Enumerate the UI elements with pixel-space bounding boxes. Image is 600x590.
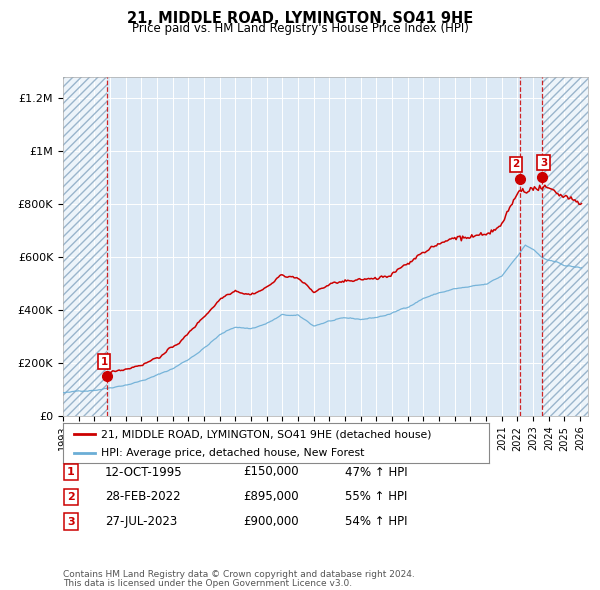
Text: £895,000: £895,000: [243, 490, 299, 503]
Text: 3: 3: [540, 158, 547, 168]
Text: 1: 1: [101, 356, 108, 366]
Text: 28-FEB-2022: 28-FEB-2022: [105, 490, 181, 503]
Text: 27-JUL-2023: 27-JUL-2023: [105, 515, 177, 528]
Text: 3: 3: [67, 517, 74, 526]
Text: 2: 2: [512, 159, 520, 169]
Text: £150,000: £150,000: [243, 466, 299, 478]
Text: £900,000: £900,000: [243, 515, 299, 528]
Text: 2: 2: [67, 492, 74, 502]
Text: 54% ↑ HPI: 54% ↑ HPI: [345, 515, 407, 528]
Text: 47% ↑ HPI: 47% ↑ HPI: [345, 466, 407, 478]
Text: HPI: Average price, detached house, New Forest: HPI: Average price, detached house, New …: [101, 448, 365, 458]
Text: 1: 1: [67, 467, 74, 477]
Text: Price paid vs. HM Land Registry's House Price Index (HPI): Price paid vs. HM Land Registry's House …: [131, 22, 469, 35]
Text: 21, MIDDLE ROAD, LYMINGTON, SO41 9HE (detached house): 21, MIDDLE ROAD, LYMINGTON, SO41 9HE (de…: [101, 430, 432, 440]
Text: Contains HM Land Registry data © Crown copyright and database right 2024.: Contains HM Land Registry data © Crown c…: [63, 570, 415, 579]
Text: 55% ↑ HPI: 55% ↑ HPI: [345, 490, 407, 503]
Text: 21, MIDDLE ROAD, LYMINGTON, SO41 9HE: 21, MIDDLE ROAD, LYMINGTON, SO41 9HE: [127, 11, 473, 25]
Text: 12-OCT-1995: 12-OCT-1995: [105, 466, 182, 478]
Text: This data is licensed under the Open Government Licence v3.0.: This data is licensed under the Open Gov…: [63, 579, 352, 588]
